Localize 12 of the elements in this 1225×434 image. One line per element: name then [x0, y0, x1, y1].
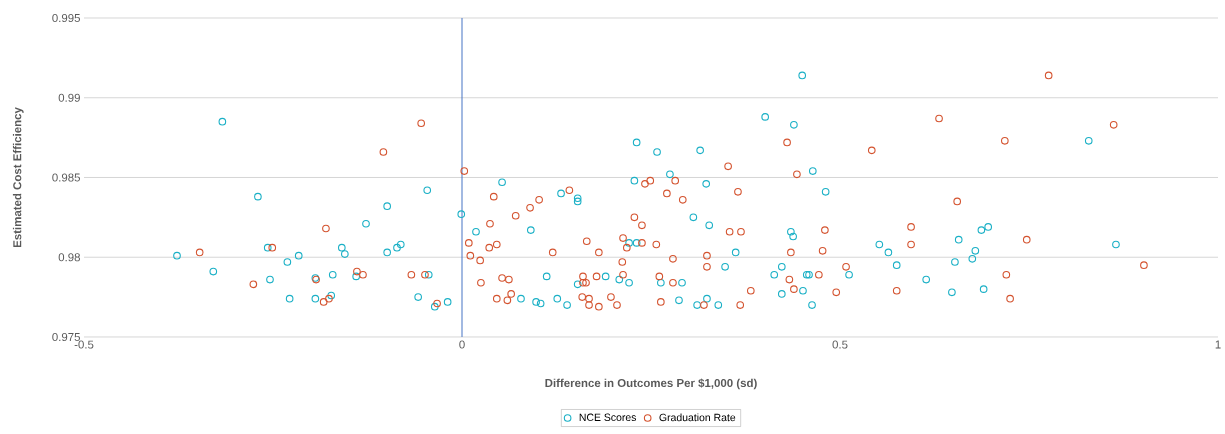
y-axis-title: Estimated Cost Efficiency: [12, 107, 24, 248]
y-tick-label: 0.99: [58, 93, 80, 102]
y-tick-label: 0.98: [58, 253, 80, 262]
x-tick-label: -0.5: [74, 340, 94, 349]
legend-label: Graduation Rate: [659, 413, 736, 422]
legend-label: NCE Scores: [579, 413, 637, 422]
y-tick-label: 0.985: [52, 173, 81, 182]
x-axis-title: Difference in Outcomes Per $1,000 (sd): [545, 378, 757, 390]
x-tick-label: 0.5: [832, 340, 848, 349]
y-tick-label: 0.995: [52, 13, 81, 23]
x-tick-label: 0: [459, 340, 465, 349]
x-tick-label: 1: [1215, 340, 1221, 349]
